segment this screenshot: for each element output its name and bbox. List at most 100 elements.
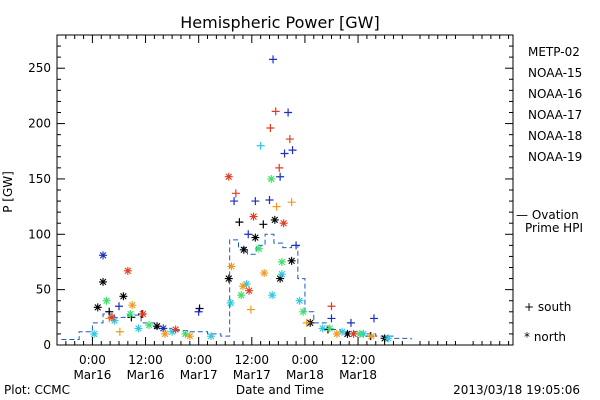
plot-timestamp: 2013/03/18 19:05:06 <box>453 383 580 397</box>
north-marker <box>224 172 233 181</box>
north-marker <box>287 256 296 265</box>
legend-ovation: — Ovation <box>516 208 579 222</box>
north-marker <box>128 301 137 310</box>
north-marker <box>226 298 235 307</box>
north-marker <box>242 280 251 289</box>
south-marker <box>259 220 268 229</box>
north-marker <box>254 244 263 253</box>
north-marker <box>270 215 279 224</box>
north-marker <box>168 327 177 336</box>
south-marker <box>302 318 311 327</box>
north-marker <box>332 329 341 338</box>
north-marker <box>159 324 168 333</box>
south-marker <box>288 146 297 155</box>
north-marker <box>384 334 393 343</box>
south-marker <box>114 302 123 311</box>
south-marker <box>244 230 253 239</box>
north-marker <box>325 324 334 333</box>
north-marker <box>93 303 102 312</box>
south-marker <box>271 107 280 116</box>
x-tick-time-label: 0:00 <box>185 353 212 367</box>
north-marker <box>126 310 135 318</box>
ovation-hpi-series <box>61 233 412 340</box>
legend-entry: NOAA-16 <box>528 87 582 101</box>
north-marker <box>227 262 236 271</box>
chart-title: Hemispheric Power [GW] <box>180 13 379 32</box>
x-axis-label: Date and Time <box>236 383 324 397</box>
south-marker <box>272 202 281 211</box>
north-marker <box>237 291 246 300</box>
north-marker <box>251 233 260 242</box>
legend: METP-02 NOAA-15 NOAA-16 NOAA-17 NOAA-18 NOAA-… <box>516 45 583 344</box>
y-tick-label: 250 <box>28 61 51 75</box>
x-tick-time-label: 12:00 <box>128 353 163 367</box>
x-tick-time-label: 0:00 <box>291 353 318 367</box>
north-marker <box>338 327 347 336</box>
x-tick-time-label: 12:00 <box>234 353 269 367</box>
south-marker <box>327 302 336 311</box>
north-marker <box>295 296 304 305</box>
south-marker <box>115 327 124 336</box>
y-tick-label: 150 <box>28 172 51 186</box>
north-marker <box>238 282 247 291</box>
north-marker <box>239 245 248 254</box>
south-marker <box>275 163 284 172</box>
y-tick-label: 0 <box>43 338 51 352</box>
y-tick-label: 200 <box>28 117 51 131</box>
marker-legend-entry: + south <box>524 300 571 314</box>
south-marker <box>230 197 239 206</box>
north-marker <box>343 329 352 338</box>
x-tick-date-label: Mar16 <box>127 368 165 382</box>
north-marker <box>355 329 364 338</box>
north-marker <box>138 310 147 318</box>
south-marker <box>284 108 293 117</box>
south-marker <box>287 198 296 207</box>
south-marker <box>280 149 289 158</box>
north-marker <box>260 269 269 278</box>
south-marker <box>292 241 301 250</box>
x-tick-date-label: Mar17 <box>233 368 271 382</box>
north-marker <box>367 332 376 341</box>
north-marker <box>145 321 154 330</box>
north-marker <box>318 324 327 333</box>
legend-entry: NOAA-17 <box>528 108 582 122</box>
south-marker <box>256 141 265 150</box>
south-marker <box>235 218 244 227</box>
marker-legend-entry: * north <box>524 330 566 344</box>
north-marker <box>224 274 233 283</box>
plot-credit: Plot: CCMC <box>4 383 70 397</box>
north-marker <box>153 322 162 331</box>
north-marker <box>268 291 277 300</box>
north-marker <box>245 286 254 295</box>
south-marker <box>327 314 336 323</box>
south-marker <box>369 314 378 323</box>
legend-entry: METP-02 <box>528 45 580 59</box>
south-marker <box>246 305 255 314</box>
satellite-markers <box>90 55 393 343</box>
south-marker <box>194 307 203 316</box>
north-marker <box>267 174 276 183</box>
legend-entry: NOAA-19 <box>528 150 582 164</box>
north-marker <box>119 292 128 301</box>
south-marker <box>251 197 260 206</box>
x-tick-date-label: Mar18 <box>286 368 324 382</box>
north-marker <box>277 270 286 279</box>
x-tick-date-label: Mar16 <box>73 368 111 382</box>
south-marker <box>276 172 285 181</box>
ovation-hpi-line <box>61 233 412 340</box>
x-tick-date-label: Mar17 <box>180 368 218 382</box>
north-marker <box>123 266 132 275</box>
north-marker <box>279 219 288 228</box>
south-marker <box>266 124 275 132</box>
north-marker <box>134 324 143 333</box>
north-marker <box>110 316 119 325</box>
north-marker <box>207 332 216 341</box>
north-marker <box>161 329 170 338</box>
legend-entry: NOAA-15 <box>528 66 582 80</box>
south-marker <box>265 195 274 204</box>
south-marker <box>231 189 240 198</box>
south-marker <box>346 318 355 327</box>
x-tick-time-label: 12:00 <box>341 353 376 367</box>
south-marker <box>285 135 294 144</box>
